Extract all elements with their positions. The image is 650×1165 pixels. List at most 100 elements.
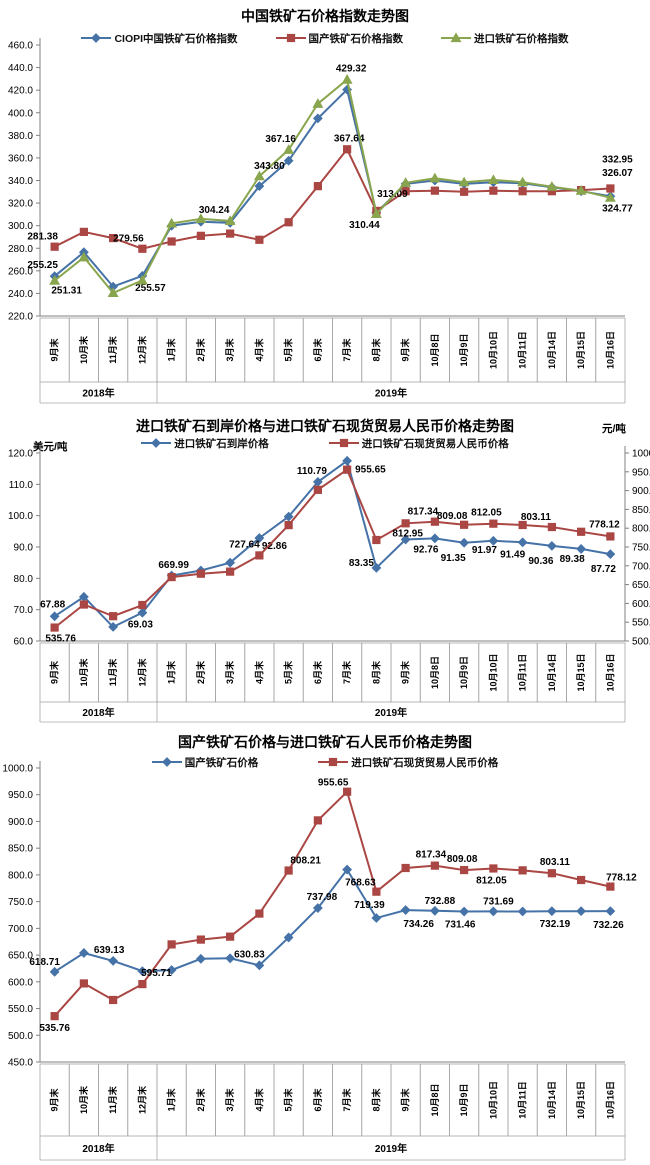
data-point-label: 595.71: [141, 968, 172, 979]
svg-text:11月末: 11月末: [107, 1085, 118, 1114]
triangle-marker-icon: [604, 192, 616, 202]
svg-text:1月末: 1月末: [166, 1088, 177, 1112]
svg-text:500.0: 500.0: [8, 1031, 33, 1042]
chart1-series-0: 255.25 255.57 326.07: [27, 84, 633, 294]
svg-text:6月末: 6月末: [312, 338, 323, 362]
legend-item-label: 国产铁矿石价格: [184, 756, 259, 769]
svg-text:7月末: 7月末: [341, 1088, 352, 1112]
svg-text:750.0: 750.0: [8, 897, 33, 908]
diamond-marker-icon: [151, 438, 162, 448]
data-point-label: 535.76: [39, 1023, 70, 1034]
svg-text:10月10日: 10月10日: [488, 653, 498, 691]
series-line: [54, 459, 611, 629]
svg-text:420.0: 420.0: [8, 86, 33, 97]
svg-text:800.0: 800.0: [8, 870, 33, 881]
data-point-label: 87.72: [591, 564, 616, 575]
diamond-marker-icon: [254, 181, 265, 192]
square-marker-icon: [401, 519, 410, 528]
data-point-label: 92.86: [262, 541, 287, 552]
svg-text:900.0: 900.0: [632, 486, 650, 497]
svg-text:10月15日: 10月15日: [576, 1081, 586, 1119]
legend-item-label: 进口铁矿石到岸价格: [174, 437, 269, 450]
data-point-label: 778.12: [606, 873, 637, 884]
square-marker-icon: [518, 187, 527, 196]
diamond-marker-icon: [429, 905, 440, 916]
square-marker-icon: [460, 187, 469, 196]
square-marker-icon: [167, 572, 176, 582]
data-point-label: 732.19: [540, 919, 571, 930]
svg-text:10月末: 10月末: [78, 335, 89, 364]
square-marker-icon: [50, 1012, 59, 1021]
chart2-x-axis: 9月末 10月末 11月末 12月末 1月末 2月末 3月末 4月末 5月末 6月末 7月末 8月末 9…: [39, 640, 626, 723]
square-marker-icon: [518, 520, 527, 530]
svg-text:10月10日: 10月10日: [488, 331, 498, 369]
diamond-marker-icon: [371, 913, 382, 923]
chart1-legend-item-2: 进口铁矿石价格指数: [441, 31, 569, 46]
svg-text:750.0: 750.0: [632, 543, 650, 554]
chart3-series-1: 535.76 595.71 808.21 955.65 768.63 817.34 809.…: [39, 778, 637, 1034]
diamond-marker-icon: [49, 966, 60, 977]
svg-text:10月8日: 10月8日: [430, 656, 440, 689]
diamond-marker-icon: [312, 903, 323, 913]
diamond-marker-icon: [161, 757, 172, 767]
diamond-marker-icon: [49, 611, 60, 622]
data-point-label: 535.76: [45, 634, 76, 645]
diamond-marker-icon: [91, 33, 102, 43]
svg-text:9月末: 9月末: [49, 660, 60, 684]
square-marker-icon: [343, 465, 352, 474]
svg-text:12月末: 12月末: [136, 335, 147, 364]
square-marker-icon: [372, 887, 381, 896]
diamond-marker-icon: [108, 955, 119, 966]
data-point-label: 313.09: [377, 189, 408, 200]
data-point-label: 429.32: [336, 64, 367, 75]
svg-text:460.0: 460.0: [8, 41, 33, 52]
chart1-series-1: 281.38 279.56 367.64 313.09 332.95: [27, 133, 633, 253]
diamond-marker-icon: [254, 960, 265, 971]
svg-text:2019年: 2019年: [375, 706, 407, 719]
svg-text:550.0: 550.0: [8, 1004, 33, 1015]
chart1-legend: CIOPI中国铁矿石价格指数 国产铁矿石价格指数 进口铁矿石价格指数: [0, 30, 650, 46]
data-point-label: 367.64: [334, 133, 365, 144]
svg-text:650.0: 650.0: [632, 580, 650, 591]
svg-text:400.0: 400.0: [8, 108, 33, 119]
chart1-title: 中国铁矿石价格指数走势图: [241, 8, 409, 24]
square-marker-icon: [430, 517, 439, 526]
svg-text:600.0: 600.0: [8, 977, 33, 988]
svg-text:3月末: 3月末: [224, 1088, 235, 1112]
diamond-marker-icon: [459, 537, 470, 548]
svg-text:10月15日: 10月15日: [576, 331, 586, 369]
triangle-marker-icon: [166, 217, 178, 228]
svg-text:7月末: 7月末: [341, 338, 352, 362]
diamond-marker-icon: [108, 621, 119, 632]
legend-item-label: 国产铁矿石价格指数: [308, 32, 404, 45]
svg-text:300.0: 300.0: [8, 221, 33, 232]
svg-text:12月末: 12月末: [136, 1085, 147, 1114]
svg-text:360.0: 360.0: [8, 153, 33, 164]
diamond-marker-icon: [400, 534, 411, 545]
data-point-label: 803.11: [521, 512, 551, 523]
svg-text:3月末: 3月末: [224, 338, 235, 362]
triangle-marker-icon: [575, 185, 587, 195]
svg-text:900.0: 900.0: [8, 817, 33, 828]
svg-text:500.0: 500.0: [632, 637, 650, 648]
square-marker-icon: [286, 33, 295, 43]
square-marker-icon: [460, 520, 469, 529]
triangle-marker-icon: [49, 275, 61, 285]
diamond-marker-icon: [429, 533, 440, 544]
svg-text:2018年: 2018年: [82, 1142, 114, 1155]
svg-text:2月末: 2月末: [195, 338, 206, 362]
data-point-label: 67.88: [40, 599, 65, 610]
svg-text:5月末: 5月末: [283, 1088, 294, 1112]
svg-text:10月9日: 10月9日: [459, 333, 469, 366]
svg-text:10月16日: 10月16日: [605, 1081, 615, 1119]
triangle-marker-icon: [283, 144, 295, 154]
data-point-label: 719.39: [354, 900, 385, 911]
data-point-label: 89.38: [560, 554, 585, 565]
square-marker-icon: [547, 869, 556, 878]
data-point-label: 310.44: [349, 220, 380, 231]
svg-text:280.0: 280.0: [8, 244, 33, 255]
square-marker-icon: [313, 485, 322, 494]
svg-text:10月末: 10月末: [78, 657, 89, 686]
svg-text:2月末: 2月末: [195, 1088, 206, 1112]
svg-text:240.0: 240.0: [8, 289, 33, 300]
